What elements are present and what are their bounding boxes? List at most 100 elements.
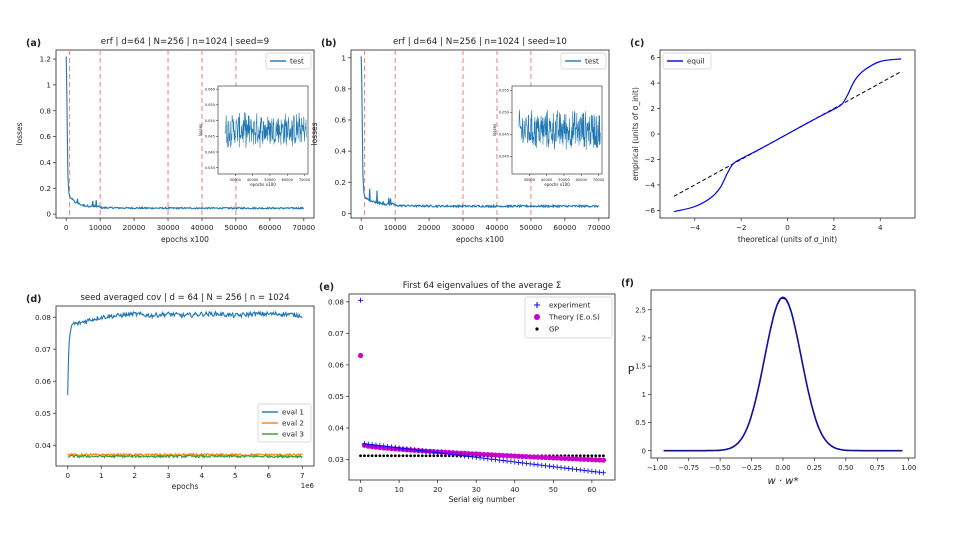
y-tick-label: 0.2 — [40, 184, 51, 193]
gp-point — [432, 454, 436, 458]
theory-point — [523, 454, 529, 460]
legend-frame — [560, 52, 607, 70]
x-tick-label: 2 — [132, 471, 137, 480]
theory-point — [473, 451, 479, 457]
x-tick-label: 1 — [99, 471, 104, 480]
y-tick-label: 0.05 — [35, 409, 51, 418]
theory-point — [496, 452, 502, 458]
x-offset-label: 1e6 — [301, 482, 315, 490]
y-tick-label: 0 — [46, 210, 51, 219]
gp-point — [382, 454, 386, 458]
theory-point — [577, 456, 583, 462]
gp-point — [378, 454, 382, 458]
theory-point — [531, 454, 537, 460]
x-tick-label: 1.00 — [901, 464, 916, 472]
y-tick-label: 0.6 — [335, 116, 347, 125]
x-tick-label: 70000 — [587, 223, 610, 232]
gp-point — [393, 454, 397, 458]
x-tick-label: 30 — [472, 485, 482, 494]
experiment-point — [504, 458, 510, 464]
experiment-point — [589, 468, 595, 474]
x-tick-label: 2 — [832, 223, 837, 232]
inset-x-tick-label: 70000 — [593, 178, 605, 182]
axes-frame — [659, 49, 916, 219]
x-tick-label: 20 — [433, 485, 443, 494]
axes-frame — [650, 289, 916, 459]
x-tick-label: 0.50 — [838, 464, 853, 472]
theory-point — [535, 454, 541, 460]
chart-title: seed averaged cov | d = 64 | N = 256 | n… — [81, 293, 290, 303]
experiment-point — [566, 465, 572, 472]
experiment-point — [485, 456, 491, 462]
experiment-point — [512, 459, 518, 465]
gp-point — [598, 454, 601, 458]
experiment-point — [373, 442, 379, 448]
y-tick-label: 1 — [341, 53, 346, 62]
experiment-point — [508, 458, 514, 465]
theory-point — [465, 451, 472, 457]
x-tick-label: 60000 — [553, 223, 576, 232]
x-axis-label: epochs x100 — [456, 235, 504, 244]
inset-loss-line — [518, 109, 601, 150]
y-axis-label: P — [628, 364, 635, 377]
y-tick-label: 2.5 — [635, 306, 646, 314]
inset-x-tick-label: 60000 — [576, 178, 588, 182]
inset-y-tick-label: 0.055 — [499, 89, 509, 93]
x-tick-label: 5 — [233, 471, 238, 480]
experiment-point — [462, 453, 468, 459]
inset-y-tick-label: 0.050 — [499, 111, 510, 115]
y-tick-label: 0.06 — [35, 377, 51, 386]
experiment-point — [473, 454, 479, 460]
inset-x-tick-label: 50000 — [558, 178, 570, 182]
experiment-point — [396, 445, 402, 451]
y-tick-label: −4 — [644, 181, 655, 190]
x-tick-label: −1.00 — [647, 464, 668, 472]
y-tick-label: 1.2 — [40, 55, 51, 64]
inset-y-tick-label: 0.045 — [205, 135, 215, 139]
experiment-point — [365, 441, 371, 447]
eval-1-line — [67, 310, 303, 396]
y-tick-label: 0.06 — [328, 361, 344, 370]
gp-point — [424, 454, 428, 458]
experiment-point — [496, 457, 502, 463]
experiment-point — [442, 450, 448, 457]
panel-label: (d) — [26, 294, 41, 305]
y-tick-label: 0.4 — [40, 158, 52, 167]
theory-point — [546, 455, 553, 461]
gp-point — [594, 454, 598, 458]
experiment-point — [427, 449, 433, 455]
experiment-point — [369, 442, 375, 448]
inset-y-tick-label: 0.045 — [499, 133, 509, 137]
experiment-point — [423, 448, 429, 454]
y-tick-label: 0.6 — [40, 132, 52, 141]
experiment-point — [408, 446, 414, 452]
legend-label: eval 2 — [282, 419, 304, 428]
x-tick-label: 10000 — [384, 223, 407, 232]
experiment-point — [562, 465, 568, 471]
experiment-point — [573, 466, 580, 473]
gp-point — [586, 454, 590, 458]
inset-x-tick-label: 60000 — [282, 178, 294, 182]
y-tick-label: 0.5 — [635, 419, 646, 427]
x-tick-label: 0.75 — [870, 464, 885, 472]
y-tick-label: 0.03 — [328, 455, 344, 464]
x-tick-label: 60000 — [258, 223, 281, 232]
x-tick-label: 4 — [199, 471, 204, 480]
experiment-point — [458, 452, 464, 459]
inset-y-tick-label: 0.040 — [499, 155, 510, 159]
y-tick-label: 1 — [642, 391, 646, 399]
gp-point — [416, 454, 420, 458]
y-tick-label: 6 — [650, 53, 655, 62]
y-tick-label: 0.05 — [328, 392, 344, 401]
inset-y-label: losses — [492, 124, 497, 136]
panel-a: 0 10000 20000 30000 40000 50000 60000 70000 0 0.2… — [15, 37, 316, 244]
theory-point — [573, 456, 580, 462]
gp-point — [413, 454, 416, 458]
theory-point — [600, 457, 607, 463]
experiment-point — [585, 468, 591, 474]
experiment-point — [539, 462, 545, 468]
experiment-point — [558, 465, 564, 471]
theory-point — [485, 452, 491, 458]
gp-point — [420, 454, 424, 458]
gp-point — [575, 454, 578, 458]
